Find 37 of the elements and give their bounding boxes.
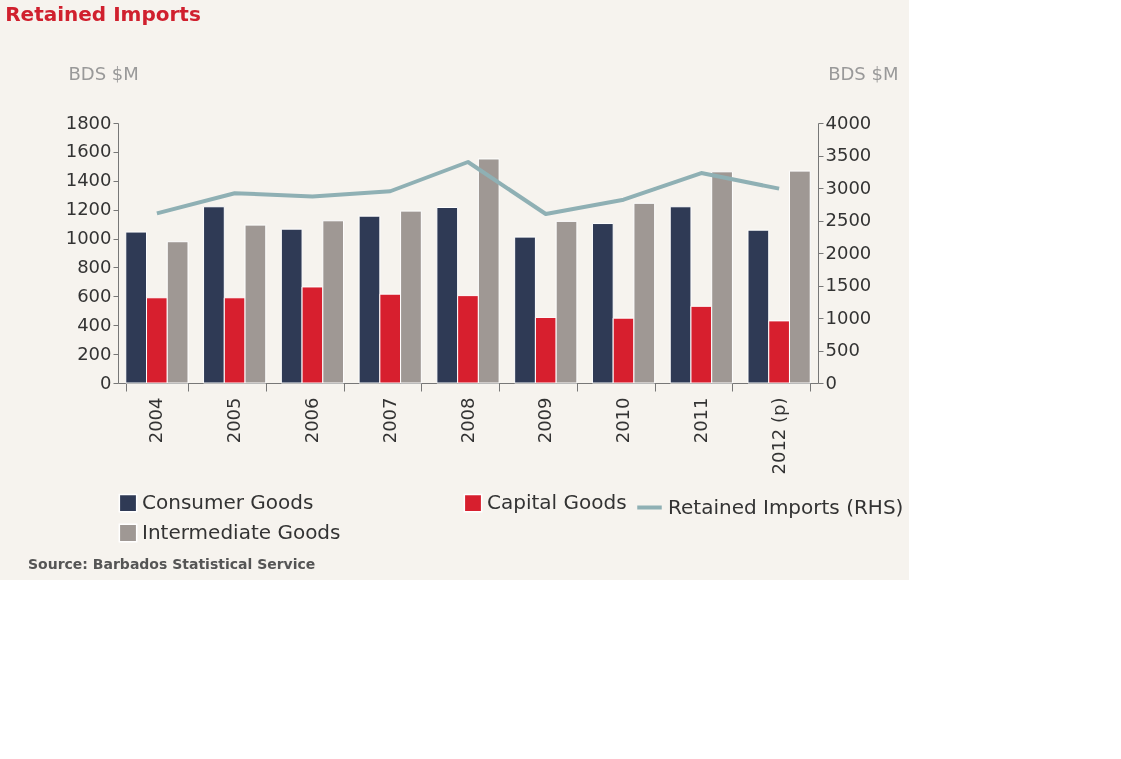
legend-label: Consumer Goods [142,490,314,515]
x-tick-label: 2011 [689,397,711,444]
y2-tick-label: 2000 [825,241,872,263]
x-tick-label: 2006 [300,397,322,444]
y-tick-label: 1600 [65,140,112,162]
y-tick-label: 0 [100,371,112,393]
x-tick-label: 2010 [612,397,634,444]
legend-label: Retained Imports (RHS) [668,494,904,519]
y2-axis-title: BDS $M [828,62,899,84]
y-tick-label: 1400 [65,169,112,191]
x-tick-label: 2008 [456,397,478,444]
x-tick-label: 2004 [145,397,167,444]
y2-tick-label: 500 [825,339,860,360]
y2-tick-label: 4000 [825,111,872,133]
y-tick-label: 200 [77,342,112,364]
y2-tick-label: 0 [825,371,837,393]
y-tick-label: 600 [77,284,112,306]
legend-label: Capital Goods [487,490,627,515]
chart-title: Retained Imports [5,2,201,26]
x-tick-label: 2012 (p) [767,397,789,475]
source-note: Source: Barbados Statistical Service [28,556,316,572]
y2-tick-label: 1000 [825,306,872,328]
x-tick-label: 2007 [378,397,400,444]
y2-tick-label: 3000 [825,176,872,198]
y-axis-title: BDS $M [68,62,139,84]
y2-tick-label: 3500 [825,144,872,165]
y2-tick-label: 2500 [825,209,872,230]
line-series [154,160,782,216]
y-tick-label: 400 [77,313,112,335]
x-tick-label: 2009 [534,397,556,444]
y-tick-label: 1000 [65,227,112,249]
y-tick-label: 1800 [65,111,112,133]
y2-tick-label: 1500 [825,274,872,295]
x-tick-label: 2005 [223,397,245,444]
y-tick-label: 1200 [65,198,112,220]
y-tick-label: 800 [77,255,112,277]
legend-label: Intermediate Goods [142,520,341,544]
